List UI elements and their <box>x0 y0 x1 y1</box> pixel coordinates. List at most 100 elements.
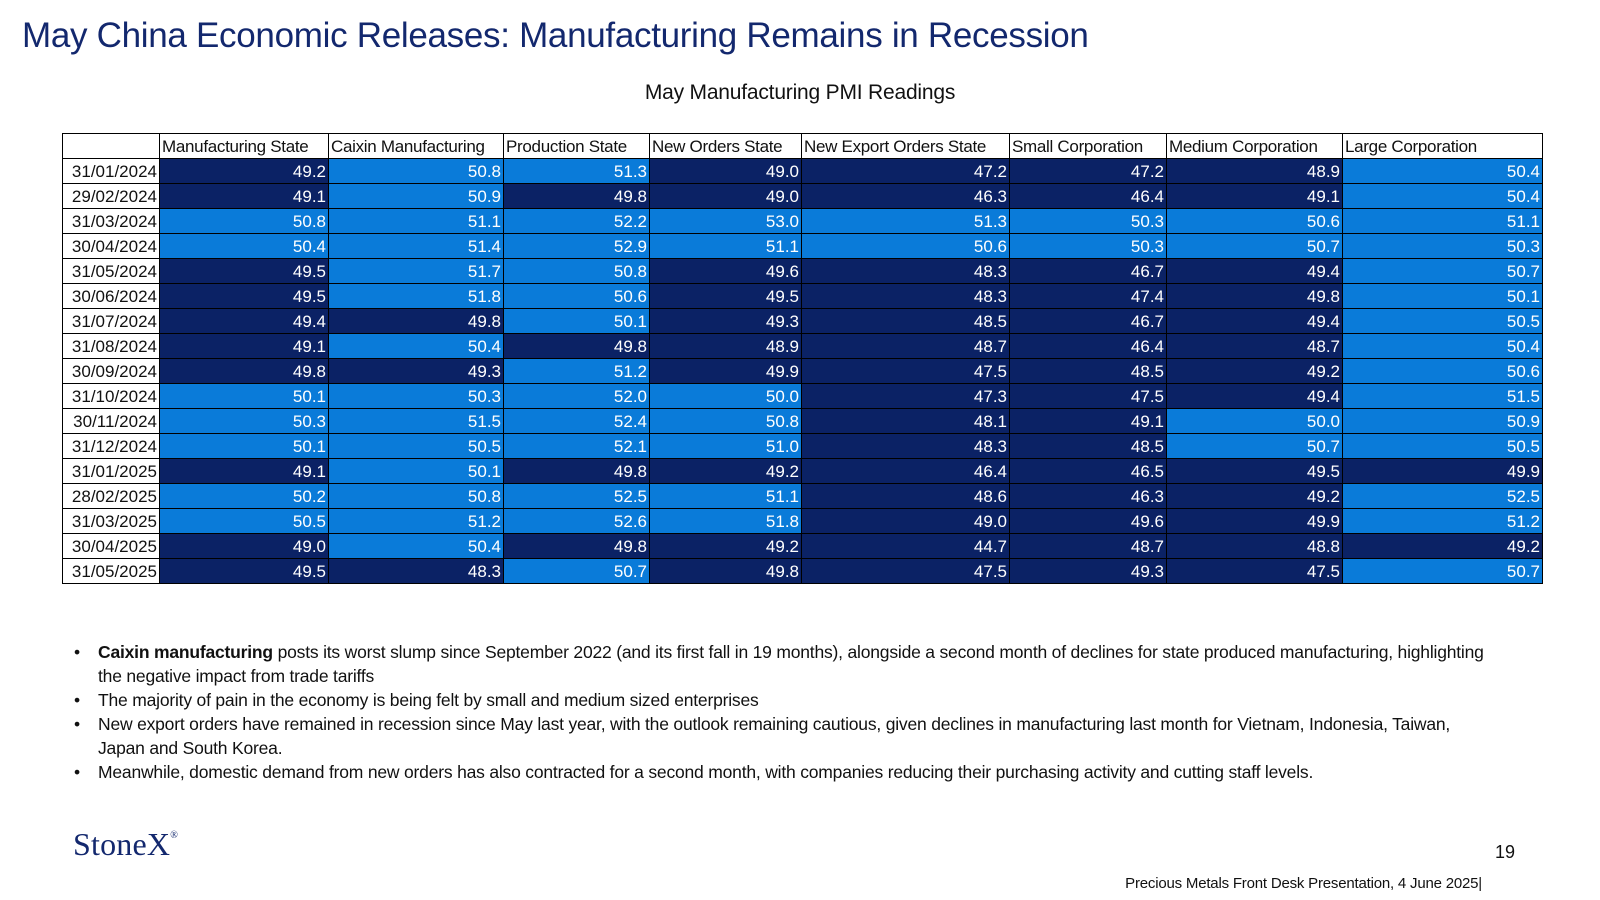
pmi-value-cell: 49.2 <box>1166 358 1343 384</box>
row-date: 30/04/2024 <box>62 233 160 259</box>
pmi-value-cell: 50.9 <box>328 183 504 209</box>
pmi-value-cell: 48.8 <box>1166 533 1343 559</box>
row-date: 30/04/2025 <box>62 533 160 559</box>
table-row: 31/08/2024 49.1 50.4 49.8 48.9 48.7 46.4 48.7 50… <box>62 333 1543 359</box>
pmi-value-cell: 47.4 <box>1009 283 1167 309</box>
pmi-value-cell: 49.1 <box>159 183 329 209</box>
pmi-value-cell: 50.6 <box>801 233 1010 259</box>
pmi-value-cell: 50.5 <box>159 508 329 534</box>
pmi-value-cell: 49.5 <box>159 258 329 284</box>
pmi-value-cell: 49.3 <box>649 308 802 334</box>
row-date: 31/03/2024 <box>62 208 160 234</box>
table-row: 31/01/2025 49.1 50.1 49.8 49.2 46.4 46.5 49.5 49… <box>62 458 1543 484</box>
row-date: 31/01/2024 <box>62 158 160 184</box>
logo-wordmark: StoneX <box>73 826 171 862</box>
pmi-value-cell: 49.2 <box>159 158 329 184</box>
pmi-value-cell: 49.8 <box>503 533 650 559</box>
pmi-value-cell: 50.6 <box>1166 208 1343 234</box>
pmi-value-cell: 50.1 <box>503 308 650 334</box>
bullet-dot-icon: • <box>74 642 80 662</box>
pmi-value-cell: 51.2 <box>328 508 504 534</box>
pmi-value-cell: 51.5 <box>328 408 504 434</box>
pmi-value-cell: 48.9 <box>649 333 802 359</box>
pmi-value-cell: 50.1 <box>1342 283 1543 309</box>
pmi-value-cell: 49.3 <box>1009 558 1167 584</box>
pmi-value-cell: 52.6 <box>503 508 650 534</box>
row-date: 31/08/2024 <box>62 333 160 359</box>
pmi-value-cell: 46.3 <box>1009 483 1167 509</box>
pmi-value-cell: 50.5 <box>1342 308 1543 334</box>
table-row: 31/03/2024 50.8 51.1 52.2 53.0 51.3 50.3 50.6 51… <box>62 208 1543 234</box>
row-date: 31/05/2025 <box>62 558 160 584</box>
pmi-value-cell: 51.1 <box>649 483 802 509</box>
pmi-value-cell: 48.3 <box>801 258 1010 284</box>
pmi-value-cell: 49.5 <box>159 283 329 309</box>
pmi-value-cell: 50.3 <box>159 408 329 434</box>
pmi-value-cell: 51.3 <box>801 208 1010 234</box>
pmi-value-cell: 51.3 <box>503 158 650 184</box>
pmi-value-cell: 50.2 <box>159 483 329 509</box>
pmi-value-cell: 53.0 <box>649 208 802 234</box>
row-date: 31/07/2024 <box>62 308 160 334</box>
pmi-value-cell: 52.1 <box>503 433 650 459</box>
table-row: 30/11/2024 50.3 51.5 52.4 50.8 48.1 49.1 50.0 50… <box>62 408 1543 434</box>
pmi-value-cell: 49.2 <box>649 458 802 484</box>
pmi-value-cell: 50.8 <box>328 483 504 509</box>
pmi-value-cell: 46.5 <box>1009 458 1167 484</box>
column-header: Small Corporation <box>1009 133 1167 159</box>
pmi-value-cell: 52.5 <box>1342 483 1543 509</box>
pmi-value-cell: 50.7 <box>1166 233 1343 259</box>
pmi-value-cell: 51.1 <box>328 208 504 234</box>
pmi-value-cell: 50.5 <box>1342 433 1543 459</box>
column-header: New Export Orders State <box>801 133 1010 159</box>
table-row: 31/05/2024 49.5 51.7 50.8 49.6 48.3 46.7 49.4 50… <box>62 258 1543 284</box>
pmi-value-cell: 46.7 <box>1009 308 1167 334</box>
pmi-value-cell: 47.5 <box>1166 558 1343 584</box>
pmi-value-cell: 49.8 <box>503 458 650 484</box>
pmi-value-cell: 50.4 <box>328 333 504 359</box>
pmi-value-cell: 48.6 <box>801 483 1010 509</box>
pmi-value-cell: 49.8 <box>503 183 650 209</box>
pmi-value-cell: 52.0 <box>503 383 650 409</box>
table-row: 31/05/2025 49.5 48.3 50.7 49.8 47.5 49.3 47.5 50… <box>62 558 1543 584</box>
pmi-value-cell: 52.4 <box>503 408 650 434</box>
pmi-value-cell: 49.5 <box>649 283 802 309</box>
pmi-value-cell: 47.5 <box>1009 383 1167 409</box>
table-row: 30/06/2024 49.5 51.8 50.6 49.5 48.3 47.4 49.8 50… <box>62 283 1543 309</box>
bullet-text: New export orders have remained in reces… <box>98 714 1451 758</box>
pmi-value-cell: 49.8 <box>503 333 650 359</box>
bullet-item: • New export orders have remained in rece… <box>74 712 1494 760</box>
pmi-value-cell: 49.1 <box>1009 408 1167 434</box>
row-date: 31/05/2024 <box>62 258 160 284</box>
table-row: 31/12/2024 50.1 50.5 52.1 51.0 48.3 48.5 50.7 50… <box>62 433 1543 459</box>
pmi-value-cell: 49.9 <box>1166 508 1343 534</box>
page-number: 19 <box>1495 842 1516 862</box>
pmi-value-cell: 49.8 <box>328 308 504 334</box>
bullet-text: The majority of pain in the economy is b… <box>98 690 759 710</box>
pmi-value-cell: 49.9 <box>649 358 802 384</box>
bullet-dot-icon: • <box>74 714 80 734</box>
bullet-list: • Caixin manufacturing posts its worst sl… <box>74 640 1494 784</box>
bullet-item: • Caixin manufacturing posts its worst sl… <box>74 640 1494 688</box>
pmi-table: Manufacturing State Caixin Manufacturing P… <box>62 133 1543 584</box>
pmi-value-cell: 49.9 <box>1342 458 1543 484</box>
bullet-dot-icon: • <box>74 762 80 782</box>
pmi-value-cell: 50.7 <box>1342 558 1543 584</box>
pmi-value-cell: 49.6 <box>1009 508 1167 534</box>
pmi-value-cell: 47.5 <box>801 558 1010 584</box>
pmi-value-cell: 49.1 <box>159 333 329 359</box>
pmi-value-cell: 47.2 <box>1009 158 1167 184</box>
pmi-value-cell: 49.0 <box>159 533 329 559</box>
pmi-value-cell: 51.8 <box>328 283 504 309</box>
pmi-value-cell: 51.1 <box>1342 208 1543 234</box>
pmi-value-cell: 50.9 <box>1342 408 1543 434</box>
pmi-value-cell: 48.5 <box>1009 433 1167 459</box>
table-title: May Manufacturing PMI Readings <box>644 81 956 104</box>
row-date: 31/03/2025 <box>62 508 160 534</box>
pmi-value-cell: 50.5 <box>328 433 504 459</box>
pmi-value-cell: 49.1 <box>159 458 329 484</box>
pmi-value-cell: 48.5 <box>1009 358 1167 384</box>
pmi-value-cell: 51.8 <box>649 508 802 534</box>
pmi-value-cell: 46.4 <box>1009 183 1167 209</box>
pmi-value-cell: 49.5 <box>159 558 329 584</box>
